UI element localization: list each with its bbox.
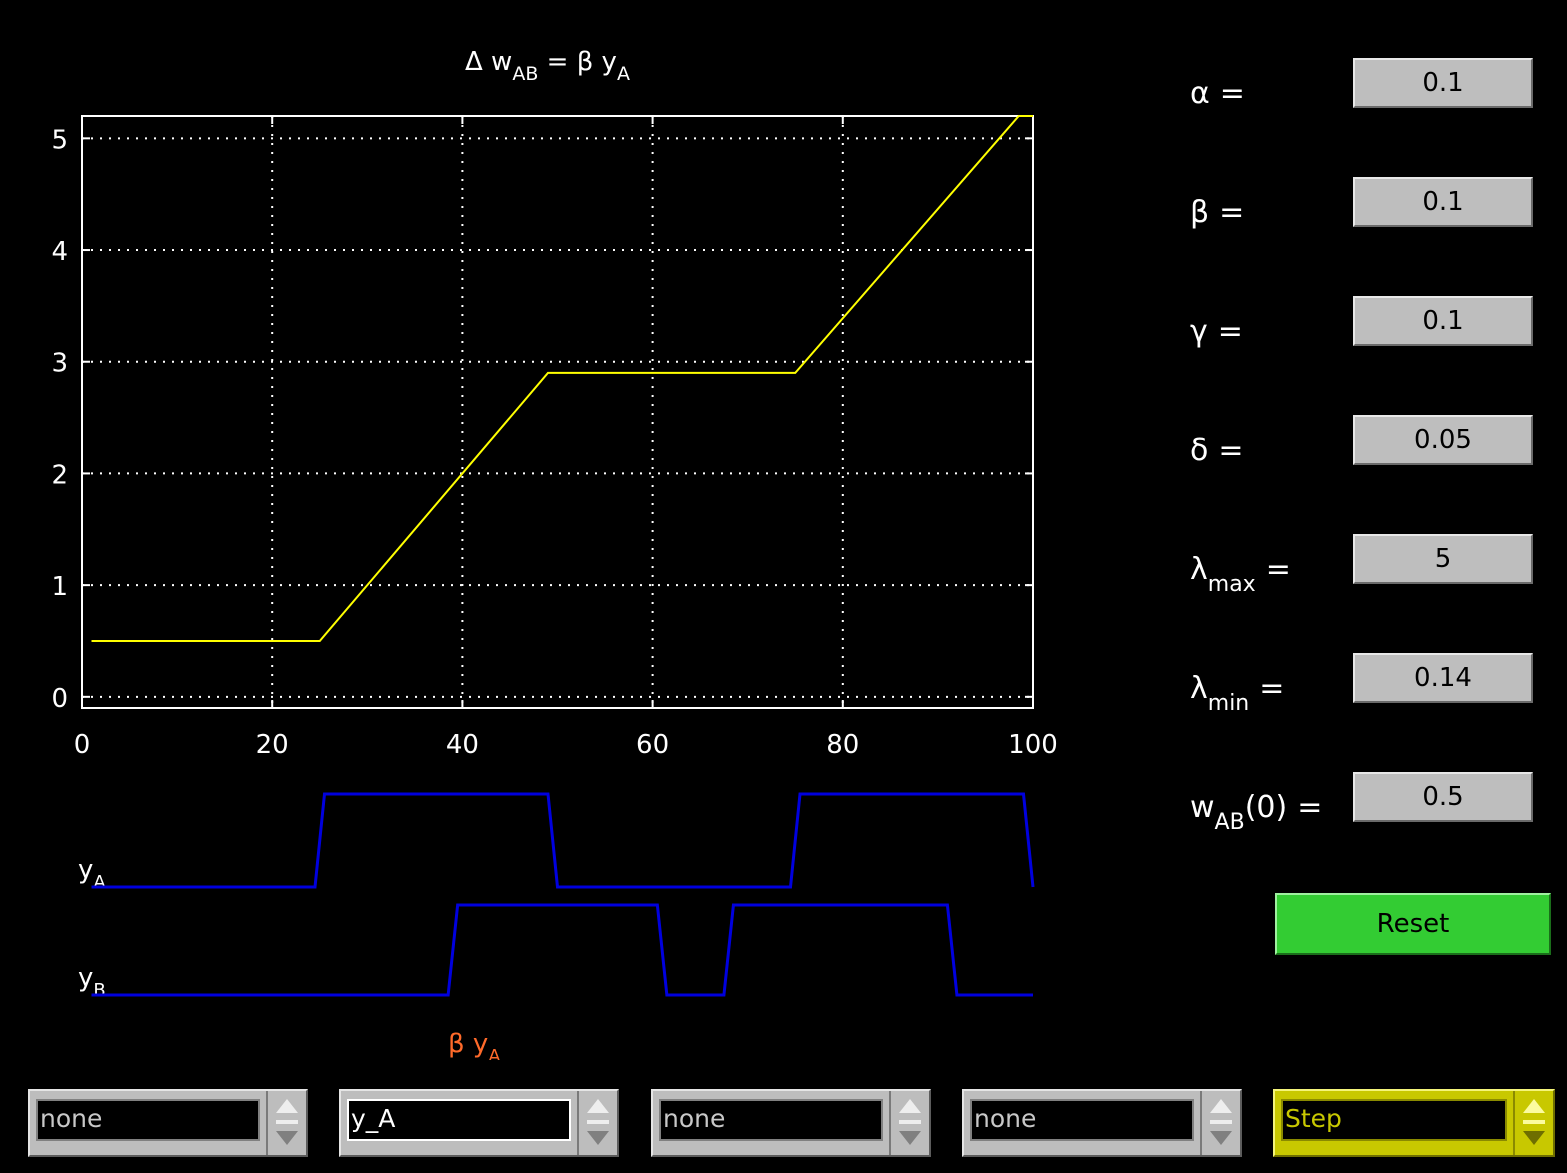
x-tick-label: 80 [826, 730, 859, 760]
param-label-4: λmax = [1190, 552, 1291, 597]
y-tick-label: 1 [51, 572, 68, 602]
param-field-4[interactable]: 5 [1353, 534, 1533, 584]
selector-value[interactable]: y_A [347, 1099, 571, 1141]
spinner-arrows-icon[interactable] [889, 1091, 929, 1155]
weight-series-line [91, 115, 1033, 642]
param-label-3: δ = [1190, 433, 1244, 468]
y-tick-label: 3 [51, 349, 68, 379]
param-label-6: wAB(0) = [1190, 790, 1323, 835]
param-field-2[interactable]: 0.1 [1353, 296, 1533, 346]
param-field-0[interactable]: 0.1 [1353, 58, 1533, 108]
y-tick-label: 4 [51, 237, 68, 267]
selector-value[interactable]: none [659, 1099, 883, 1141]
x-tick-label: 40 [446, 730, 479, 760]
signal-selector-1[interactable]: y_A [339, 1089, 619, 1157]
selector-value[interactable]: Step [1281, 1099, 1507, 1141]
spinner-arrows-icon[interactable] [1200, 1091, 1240, 1155]
ya-trace [91, 792, 1035, 889]
param-label-2: γ = [1190, 314, 1243, 349]
y-tick-label: 2 [51, 460, 68, 490]
spinner-arrows-icon[interactable] [577, 1091, 617, 1155]
plot-title: Δ wAB = β yA [465, 47, 630, 85]
beta-ya-annotation: β yA [448, 1029, 501, 1060]
signal-selector-0[interactable]: none [28, 1089, 308, 1157]
param-label-0: α = [1190, 76, 1245, 111]
reset-button[interactable]: Reset [1275, 893, 1551, 955]
spinner-arrows-icon[interactable] [1513, 1091, 1553, 1155]
param-field-1[interactable]: 0.1 [1353, 177, 1533, 227]
yb-trace [91, 903, 1033, 997]
x-tick-label: 0 [74, 730, 91, 760]
x-tick-label: 60 [636, 730, 669, 760]
weight-plot: Δ wAB = β yA 0 20 40 60 80 100 0 1 2 3 4 5 [51, 47, 1058, 760]
signal-traces: yA yB β yA [78, 792, 1035, 1060]
param-field-6[interactable]: 0.5 [1353, 772, 1533, 822]
param-label-1: β = [1190, 195, 1245, 230]
x-tick-label: 100 [1008, 730, 1058, 760]
selector-value[interactable]: none [970, 1099, 1194, 1141]
signal-selector-2[interactable]: none [651, 1089, 931, 1157]
param-label-5: λmin = [1190, 671, 1285, 716]
spinner-arrows-icon[interactable] [266, 1091, 306, 1155]
y-tick-label: 0 [51, 684, 68, 714]
y-tick-label: 5 [51, 125, 68, 155]
signal-selector-3[interactable]: none [962, 1089, 1242, 1157]
plot-frame [81, 115, 1034, 709]
x-tick-label: 20 [256, 730, 289, 760]
selector-value[interactable]: none [36, 1099, 260, 1141]
signal-selector-4[interactable]: Step [1273, 1089, 1555, 1157]
param-field-3[interactable]: 0.05 [1353, 415, 1533, 465]
param-field-5[interactable]: 0.14 [1353, 653, 1533, 703]
